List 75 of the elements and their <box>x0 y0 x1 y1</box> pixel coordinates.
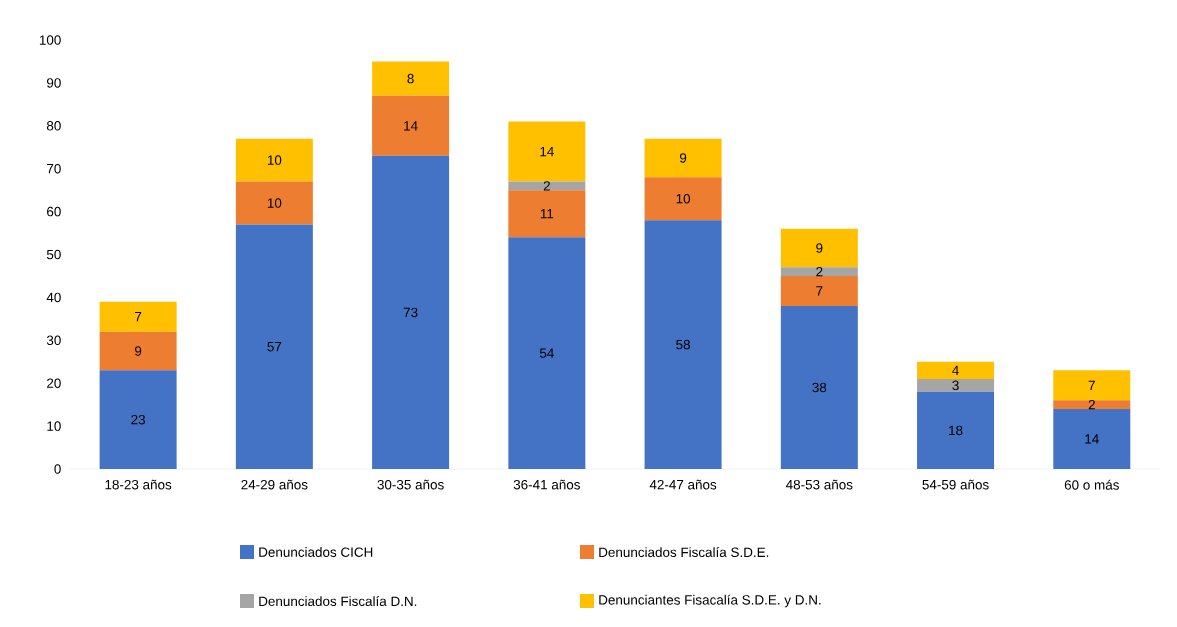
legend-label: Denunciados CICH <box>259 547 373 557</box>
y-tick-label: 90 <box>46 78 61 88</box>
bar <box>780 267 858 276</box>
bar <box>1053 370 1131 401</box>
bar <box>780 275 858 306</box>
data-label: 10 <box>267 198 282 208</box>
data-label: 2 <box>543 181 550 191</box>
x-tick-label: 42-47 años <box>649 479 717 490</box>
bar <box>780 305 858 469</box>
data-label: 11 <box>540 209 554 219</box>
data-label: 14 <box>404 121 418 131</box>
bar <box>508 181 586 191</box>
data-label: 2 <box>1088 399 1095 410</box>
bar <box>508 121 586 182</box>
x-tick-label: 60 o más <box>1064 479 1119 490</box>
data-label: 38 <box>812 382 827 393</box>
data-label: 7 <box>135 312 142 322</box>
legend-label: Denunciados Fiscalía S.D.E. <box>599 546 769 558</box>
data-label: 10 <box>676 193 691 204</box>
bar <box>917 361 995 379</box>
data-label: 8 <box>407 73 414 84</box>
x-tick-label: 30-35 años <box>377 479 444 490</box>
bar <box>508 237 586 469</box>
y-tick-label: 100 <box>39 35 61 45</box>
y-tick-label: 40 <box>46 292 61 303</box>
x-tick-label: 24-29 años <box>241 479 308 490</box>
data-label: 73 <box>403 307 418 318</box>
y-tick-label: 10 <box>47 421 61 431</box>
bar <box>99 331 177 371</box>
bar <box>780 228 858 268</box>
bar <box>917 378 995 392</box>
y-tick-label: 80 <box>46 121 61 131</box>
data-label: 18 <box>949 425 963 436</box>
data-label: 23 <box>131 414 146 425</box>
x-tick-label: 48-53 años <box>785 479 853 490</box>
data-label: 10 <box>267 155 282 165</box>
bar <box>644 220 722 469</box>
y-tick-label: 50 <box>46 249 61 260</box>
y-tick-label: 70 <box>47 163 61 174</box>
legend-label: Denunciantes Fisacalía S.D.E. y D.N. <box>599 594 821 608</box>
bar <box>372 61 450 96</box>
data-label: 58 <box>676 339 690 350</box>
y-tick-label: 60 <box>47 206 61 217</box>
data-label: 9 <box>679 153 687 163</box>
x-tick-label: 54-59 años <box>922 479 989 490</box>
legend-label: Denunciados Fiscalía D.N. <box>259 595 417 607</box>
bar <box>235 181 313 225</box>
bar <box>644 138 722 178</box>
bar <box>235 138 313 182</box>
y-tick-label: 20 <box>47 378 61 388</box>
data-label: 57 <box>267 342 282 352</box>
bar <box>1053 408 1131 469</box>
data-label: 14 <box>1085 434 1099 444</box>
bar <box>917 391 995 469</box>
bar <box>99 301 177 332</box>
y-tick-label: 30 <box>46 335 61 346</box>
bar <box>372 155 450 469</box>
bar <box>99 370 177 469</box>
data-label: 3 <box>952 380 959 391</box>
data-label: 2 <box>816 266 823 277</box>
bar <box>235 224 313 469</box>
data-label: 9 <box>816 243 823 253</box>
data-label: 7 <box>816 286 823 296</box>
bar <box>1053 400 1131 409</box>
data-label: 14 <box>540 146 554 157</box>
bar <box>508 190 586 238</box>
data-label: 9 <box>135 346 142 356</box>
y-tick-label: 0 <box>54 464 61 474</box>
x-tick-label: 36-41 años <box>513 479 580 490</box>
bar <box>644 177 722 221</box>
data-label: 7 <box>1088 380 1095 390</box>
x-tick-label: 18-23 años <box>105 479 172 490</box>
data-label: 54 <box>539 348 554 358</box>
bar <box>372 95 450 156</box>
data-label: 4 <box>952 365 959 375</box>
